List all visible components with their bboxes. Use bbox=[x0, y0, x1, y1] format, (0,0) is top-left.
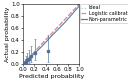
X-axis label: Predicted probability: Predicted probability bbox=[19, 74, 84, 79]
Legend: Ideal, Logistic calibration, Non-parametric: Ideal, Logistic calibration, Non-paramet… bbox=[80, 4, 128, 23]
Y-axis label: Actual probability: Actual probability bbox=[5, 6, 10, 62]
